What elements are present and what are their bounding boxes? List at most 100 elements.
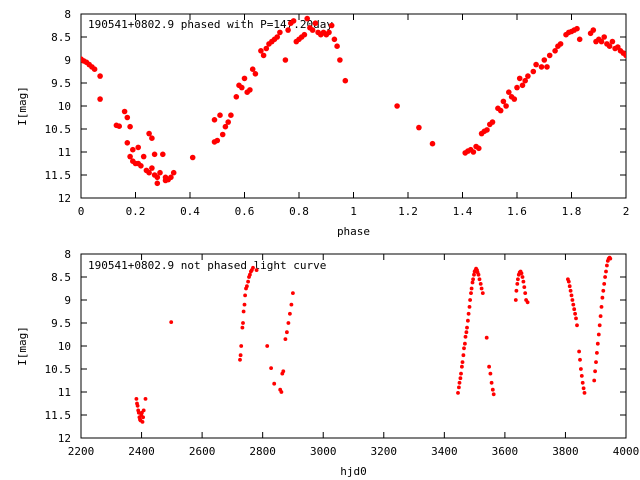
- x-tick-label: 1: [350, 205, 357, 218]
- data-point: [272, 381, 277, 386]
- x-tick-label: 3400: [431, 445, 458, 458]
- data-point: [239, 84, 245, 91]
- x-tick-label: 0.6: [235, 205, 255, 218]
- data-point: [127, 153, 133, 160]
- data-point: [91, 66, 98, 72]
- data-point: [573, 311, 577, 316]
- data-point: [601, 288, 606, 293]
- x-tick-label: 3200: [371, 445, 398, 458]
- data-point: [470, 149, 477, 155]
- y-tick-label: 8.5: [51, 271, 71, 284]
- y-tick-label: 12: [58, 432, 71, 445]
- data-point: [577, 349, 581, 354]
- data-point: [169, 320, 174, 324]
- data-point: [233, 94, 240, 100]
- data-point: [511, 96, 518, 102]
- data-point: [538, 64, 545, 70]
- data-point: [541, 57, 548, 63]
- data-point: [566, 279, 571, 284]
- data-point: [571, 302, 576, 307]
- data-point: [462, 346, 466, 351]
- y-tick-label: 9: [64, 54, 71, 67]
- data-point: [238, 357, 242, 362]
- data-point: [623, 52, 626, 59]
- data-point: [286, 321, 291, 325]
- y-tick-label: 12: [58, 192, 71, 205]
- data-point: [460, 360, 465, 364]
- data-point: [151, 151, 158, 158]
- data-point: [602, 282, 607, 286]
- data-point: [288, 311, 292, 316]
- data-point: [595, 341, 600, 346]
- data-point: [458, 376, 463, 381]
- data-point: [140, 420, 145, 424]
- data-point: [127, 123, 133, 130]
- data-point: [544, 64, 550, 70]
- data-point: [248, 272, 252, 277]
- data-point: [279, 390, 284, 394]
- data-point: [590, 27, 597, 33]
- y-tick-label: 8: [64, 248, 71, 261]
- data-point: [603, 275, 607, 279]
- data-point: [334, 43, 340, 49]
- data-point: [274, 34, 281, 40]
- unphased-light-curve-plot: 2200 2400 2600 2800 3000 3200 3400 3600 3800 4000…: [16, 248, 639, 478]
- data-point: [146, 130, 152, 137]
- data-point: [225, 119, 231, 125]
- data-point: [609, 38, 616, 45]
- data-point: [574, 25, 580, 32]
- data-point: [515, 282, 520, 286]
- data-point: [576, 36, 583, 43]
- data-point: [282, 57, 289, 63]
- data-point: [149, 165, 155, 171]
- data-point: [265, 344, 270, 348]
- data-point: [604, 269, 608, 274]
- data-point: [516, 277, 520, 282]
- data-point: [331, 36, 338, 43]
- data-point: [593, 369, 597, 374]
- x-tick-label: 0: [78, 205, 85, 218]
- data-point: [251, 265, 255, 270]
- data-point: [470, 280, 475, 285]
- x-tick-label: 0.2: [126, 205, 146, 218]
- data-point: [500, 98, 507, 105]
- data-point: [228, 112, 234, 118]
- y-tick-label: 10: [58, 340, 71, 353]
- data-point: [480, 291, 485, 295]
- data-point: [342, 77, 349, 84]
- data-point: [245, 284, 249, 289]
- data-point: [596, 332, 601, 337]
- data-point: [489, 119, 496, 125]
- y-tick-label: 8: [64, 8, 71, 21]
- data-point: [597, 323, 602, 328]
- data-point: [601, 34, 607, 40]
- data-point: [457, 385, 461, 390]
- data-point: [238, 353, 243, 358]
- data-point: [160, 151, 166, 158]
- data-point: [141, 408, 146, 413]
- x-axis-label: hjd0: [340, 465, 367, 478]
- data-point: [239, 344, 244, 348]
- y-tick-label: 11.5: [45, 169, 72, 182]
- data-point: [522, 285, 527, 289]
- data-point: [337, 57, 343, 63]
- data-point: [246, 279, 251, 284]
- data-point: [459, 371, 463, 376]
- data-point: [476, 272, 481, 277]
- data-point: [519, 271, 524, 276]
- data-point: [242, 302, 247, 307]
- data-point: [141, 415, 146, 420]
- data-point: [143, 397, 148, 401]
- y-tick-label: 11: [58, 146, 71, 159]
- data-point: [277, 29, 283, 36]
- x-tick-label: 1.8: [562, 205, 582, 218]
- data-points: [134, 255, 613, 424]
- data-point: [477, 277, 482, 282]
- x-tick-label: 2: [623, 205, 630, 218]
- x-tick-label: 0.4: [180, 205, 200, 218]
- data-point: [568, 288, 573, 293]
- data-point: [252, 71, 259, 77]
- data-point: [309, 27, 316, 33]
- data-point: [530, 68, 537, 75]
- data-point: [285, 27, 291, 33]
